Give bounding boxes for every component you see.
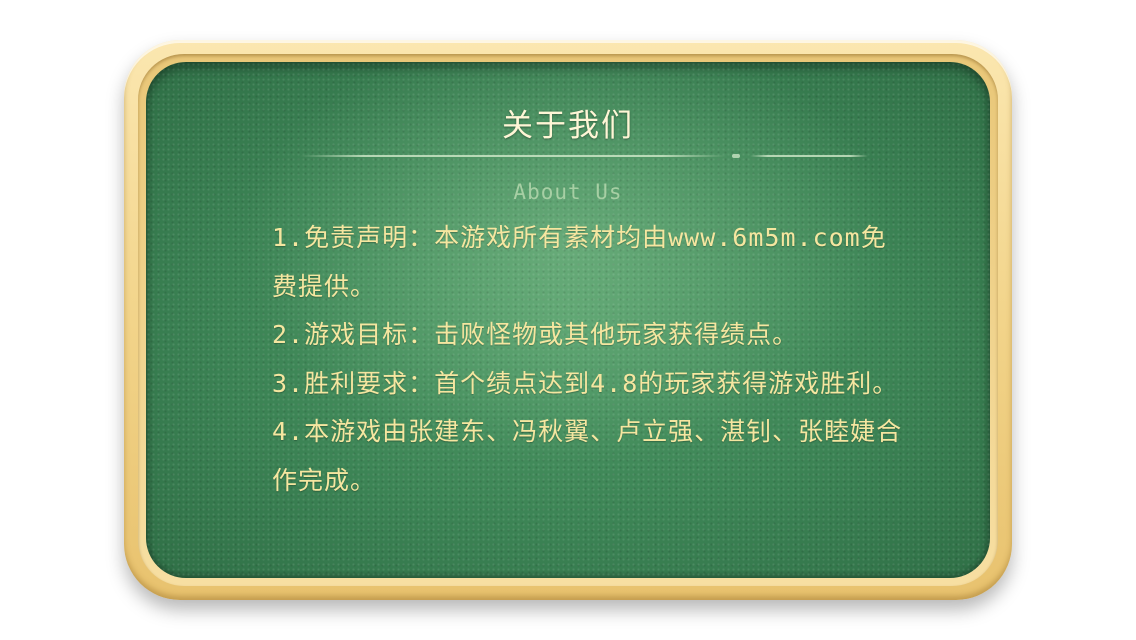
title-divider-left (300, 155, 726, 157)
info-item-credits: 4.本游戏由张建东、冯秋翼、卢立强、湛钊、张睦婕合作完成。 (272, 417, 903, 495)
title-divider-dot (732, 154, 740, 158)
info-item-disclaimer: 1.免责声明：本游戏所有素材均由www.6m5m.com免费提供。 (272, 223, 887, 301)
panel-title: 关于我们 (502, 108, 634, 144)
panel-subtitle: About Us (513, 180, 623, 204)
info-item-victory: 3.胜利要求：首个绩点达到4.8的玩家获得游戏胜利。 (272, 368, 899, 398)
info-list: 1.免责声明：本游戏所有素材均由www.6m5m.com免费提供。 2.游戏目标… (272, 214, 912, 505)
chalkboard-panel: 关于我们 About Us 1.免责声明：本游戏所有素材均由www.6m5m.c… (146, 62, 990, 578)
title-divider-right (750, 155, 868, 157)
info-item-goal: 2.游戏目标：击败怪物或其他玩家获得绩点。 (272, 320, 799, 349)
blackboard-frame: 关于我们 About Us 1.免责声明：本游戏所有素材均由www.6m5m.c… (124, 40, 1012, 600)
